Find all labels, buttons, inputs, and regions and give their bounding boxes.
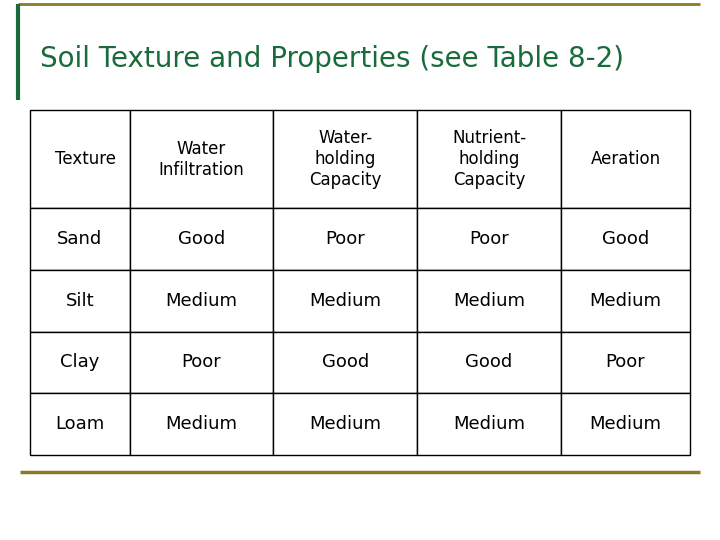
Text: Medium: Medium [453, 415, 525, 433]
Text: Medium: Medium [590, 292, 662, 310]
Text: Silt: Silt [66, 292, 94, 310]
Text: Good: Good [465, 354, 513, 372]
Text: Sand: Sand [57, 230, 102, 248]
Bar [274, 270, 417, 332]
Text: Poor: Poor [181, 354, 221, 372]
Text: Good: Good [602, 230, 649, 248]
Bar [30, 110, 130, 208]
Bar [130, 393, 274, 455]
Bar [130, 270, 274, 332]
Text: Soil Texture and Properties (see Table 8-2): Soil Texture and Properties (see Table 8… [40, 45, 624, 73]
Text: Texture: Texture [55, 150, 116, 168]
Bar [561, 393, 690, 455]
Bar [561, 332, 690, 393]
Text: Loam: Loam [55, 415, 104, 433]
Text: Water-
holding
Capacity: Water- holding Capacity [309, 130, 382, 189]
Text: Clay: Clay [60, 354, 99, 372]
Bar [30, 332, 130, 393]
Bar [417, 393, 561, 455]
Text: Medium: Medium [453, 292, 525, 310]
Text: Good: Good [322, 354, 369, 372]
Text: Poor: Poor [469, 230, 509, 248]
Bar [417, 270, 561, 332]
Bar [30, 270, 130, 332]
Bar [274, 110, 417, 208]
Text: Medium: Medium [590, 415, 662, 433]
Bar [30, 393, 130, 455]
Bar [30, 208, 130, 270]
Text: Aeration: Aeration [590, 150, 660, 168]
Bar [561, 110, 690, 208]
Text: Poor: Poor [606, 354, 645, 372]
Text: Water
Infiltration: Water Infiltration [158, 140, 244, 179]
Text: Good: Good [178, 230, 225, 248]
Bar [274, 332, 417, 393]
Bar [561, 270, 690, 332]
Text: Nutrient-
holding
Capacity: Nutrient- holding Capacity [452, 130, 526, 189]
Bar [130, 332, 274, 393]
Text: Medium: Medium [166, 292, 238, 310]
Text: Medium: Medium [310, 292, 382, 310]
Bar [561, 208, 690, 270]
Bar [274, 393, 417, 455]
Text: Medium: Medium [310, 415, 382, 433]
Bar [130, 110, 274, 208]
Bar [130, 208, 274, 270]
Bar [417, 332, 561, 393]
Text: Poor: Poor [325, 230, 365, 248]
Bar [274, 208, 417, 270]
Bar [417, 208, 561, 270]
Bar [417, 110, 561, 208]
Text: Medium: Medium [166, 415, 238, 433]
